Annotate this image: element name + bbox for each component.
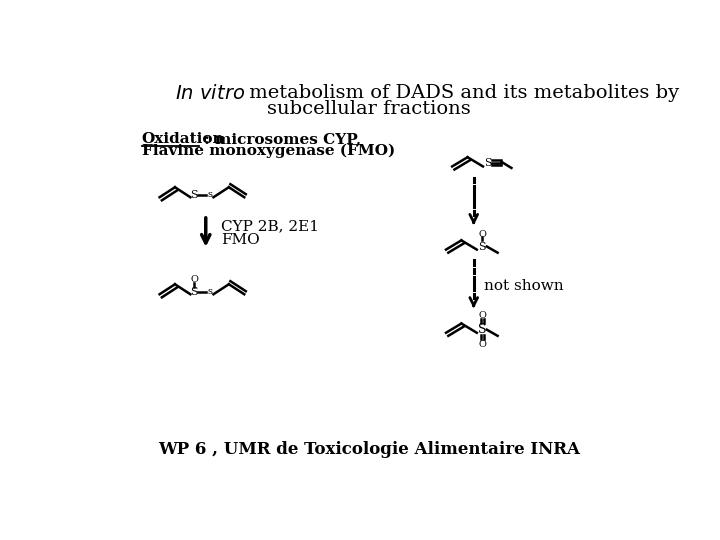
Text: WP 6 , UMR de Toxicologie Alimentaire INRA: WP 6 , UMR de Toxicologie Alimentaire IN… xyxy=(158,441,580,458)
Text: : microsomes CYP,: : microsomes CYP, xyxy=(199,132,361,146)
Text: CYP 2B, 2E1: CYP 2B, 2E1 xyxy=(221,219,319,233)
Text: s: s xyxy=(207,191,212,199)
Text: s: s xyxy=(207,287,212,296)
Text: $\mathit{In\ vitro}$: $\mathit{In\ vitro}$ xyxy=(175,84,245,103)
Text: metabolism of DADS and its metabolites by: metabolism of DADS and its metabolites b… xyxy=(243,84,679,102)
Text: S: S xyxy=(478,241,486,252)
Text: S: S xyxy=(478,323,487,336)
Text: O: O xyxy=(478,310,486,320)
Text: Oxidation: Oxidation xyxy=(142,132,225,146)
Text: O: O xyxy=(478,230,486,239)
Text: O: O xyxy=(478,340,486,349)
Text: O: O xyxy=(190,275,198,284)
Text: S: S xyxy=(485,158,492,168)
Text: not shown: not shown xyxy=(485,279,564,293)
Text: S: S xyxy=(190,287,198,297)
Text: S: S xyxy=(190,190,198,200)
Text: subcellular fractions: subcellular fractions xyxy=(267,100,471,118)
Text: FMO: FMO xyxy=(221,233,260,247)
Text: Flavine monoxygenase (FMO): Flavine monoxygenase (FMO) xyxy=(142,144,395,158)
